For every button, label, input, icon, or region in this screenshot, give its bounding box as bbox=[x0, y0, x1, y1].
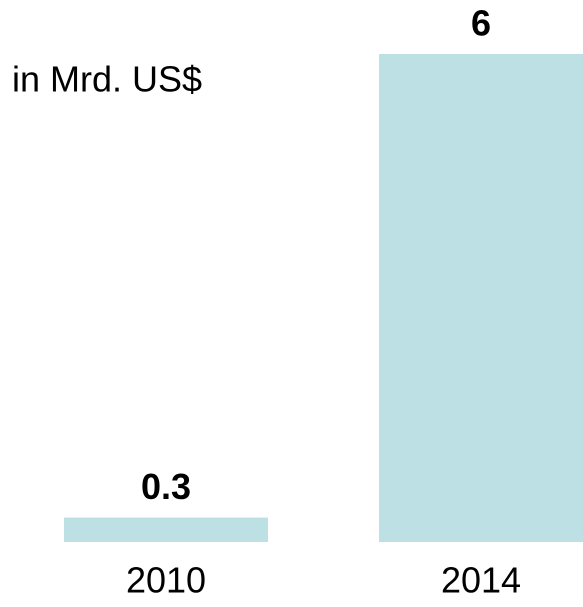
bar bbox=[379, 54, 583, 542]
chart-subtitle: in Mrd. US$ bbox=[12, 59, 202, 100]
x-tick-label: 2010 bbox=[126, 560, 206, 601]
bar bbox=[64, 517, 268, 542]
value-label: 6 bbox=[471, 3, 491, 44]
value-label: 0.3 bbox=[141, 466, 191, 507]
x-tick-label: 2014 bbox=[441, 560, 521, 601]
